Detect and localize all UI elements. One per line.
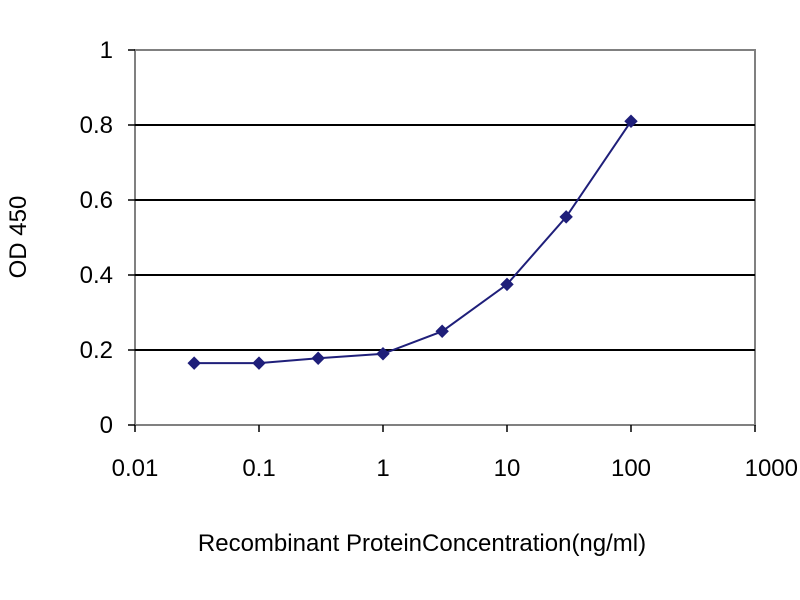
y-tick-label-5: 1 [100, 37, 113, 64]
x-tick-label-4: 100 [611, 455, 651, 482]
x-tick-label-5: 1000 [745, 455, 798, 482]
data-point-0-2 [311, 351, 325, 365]
y-tick-label-1: 0.2 [80, 337, 113, 364]
y-tick-label-2: 0.4 [80, 262, 113, 289]
x-tick-label-1: 0.1 [242, 455, 275, 482]
gridlines [135, 124, 755, 351]
data-point-0-7 [624, 114, 638, 128]
series-layer [187, 114, 638, 370]
data-point-0-5 [500, 277, 514, 292]
plot-area [134, 49, 756, 426]
data-point-0-0 [187, 356, 201, 370]
y-tick-label-3: 0.6 [80, 187, 113, 214]
y-axis-title: OD 450 [5, 196, 32, 279]
y-tick-labels: 0 0.2 0.4 0.6 0.8 1 [80, 37, 135, 439]
data-point-0-4 [435, 324, 449, 338]
x-tick-label-2: 1 [376, 455, 389, 482]
y-tick-label-0: 0 [100, 412, 113, 439]
x-tick-label-3: 10 [494, 455, 521, 482]
x-axis-title: Recombinant ProteinConcentration(ng/ml) [198, 530, 646, 557]
x-tick-labels: 0.01 0.1 1 10 100 1000 [112, 425, 798, 482]
data-point-0-6 [559, 210, 573, 224]
y-tick-label-4: 0.8 [80, 112, 113, 139]
data-point-0-3 [376, 347, 390, 361]
x-tick-label-0: 0.01 [112, 455, 159, 482]
data-point-0-1 [252, 356, 266, 370]
series-line-0 [194, 120, 632, 365]
